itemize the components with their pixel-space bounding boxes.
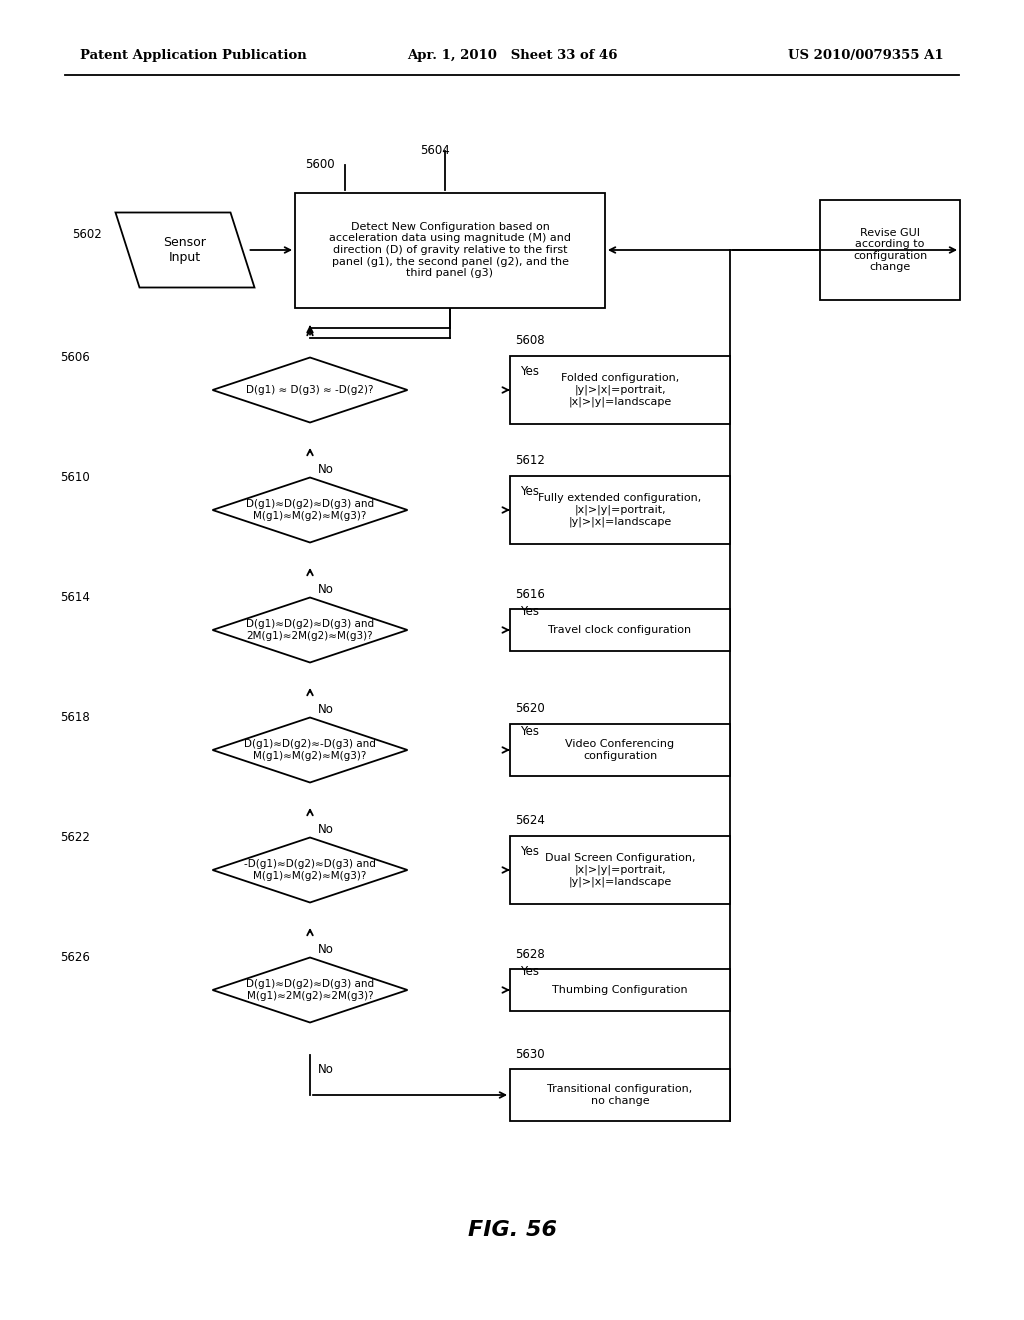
Text: 5600: 5600	[305, 158, 335, 172]
Text: US 2010/0079355 A1: US 2010/0079355 A1	[788, 49, 944, 62]
Text: Yes: Yes	[520, 484, 539, 498]
Polygon shape	[213, 837, 408, 903]
Polygon shape	[213, 718, 408, 783]
Bar	[510, 969, 730, 1011]
Text: Yes: Yes	[520, 366, 539, 378]
Text: Video Conferencing
configuration: Video Conferencing configuration	[565, 739, 675, 760]
Text: Sensor
Input: Sensor Input	[164, 236, 207, 264]
Text: 5606: 5606	[60, 351, 90, 364]
Text: Revise GUI
according to
configuration
change: Revise GUI according to configuration ch…	[853, 227, 927, 272]
Text: No: No	[318, 704, 334, 715]
Text: Thumbing Configuration: Thumbing Configuration	[552, 985, 688, 995]
Text: Fully extended configuration,
|x|>|y|=portrait,
|y|>|x|=landscape: Fully extended configuration, |x|>|y|=po…	[539, 492, 701, 527]
Text: Yes: Yes	[520, 965, 539, 978]
Text: D(g1)≈D(g2)≈D(g3) and
2M(g1)≈2M(g2)≈M(g3)?: D(g1)≈D(g2)≈D(g3) and 2M(g1)≈2M(g2)≈M(g3…	[246, 619, 374, 640]
Text: No: No	[318, 583, 334, 597]
Bar	[510, 356, 730, 424]
Text: Transitional configuration,
no change: Transitional configuration, no change	[548, 1084, 692, 1106]
Bar	[510, 1069, 730, 1121]
Text: 5622: 5622	[60, 832, 90, 843]
Text: D(g1)≈D(g2)≈-D(g3) and
M(g1)≈M(g2)≈M(g3)?: D(g1)≈D(g2)≈-D(g3) and M(g1)≈M(g2)≈M(g3)…	[244, 739, 376, 760]
Text: 5608: 5608	[515, 334, 545, 347]
Text: 5620: 5620	[515, 702, 545, 715]
Text: 5614: 5614	[60, 591, 90, 605]
Bar	[820, 201, 961, 300]
Text: D(g1)≈D(g2)≈D(g3) and
M(g1)≈2M(g2)≈2M(g3)?: D(g1)≈D(g2)≈D(g3) and M(g1)≈2M(g2)≈2M(g3…	[246, 979, 374, 1001]
Polygon shape	[213, 358, 408, 422]
Text: No: No	[318, 942, 334, 956]
Text: Folded configuration,
|y|>|x|=portrait,
|x|>|y|=landscape: Folded configuration, |y|>|x|=portrait, …	[561, 372, 679, 407]
Text: D(g1)≈D(g2)≈D(g3) and
M(g1)≈M(g2)≈M(g3)?: D(g1)≈D(g2)≈D(g3) and M(g1)≈M(g2)≈M(g3)?	[246, 499, 374, 521]
Text: D(g1) ≈ D(g3) ≈ -D(g2)?: D(g1) ≈ D(g3) ≈ -D(g2)?	[246, 385, 374, 395]
Text: Yes: Yes	[520, 605, 539, 618]
Text: 5612: 5612	[515, 454, 545, 467]
Text: No: No	[318, 1063, 334, 1076]
Text: Patent Application Publication: Patent Application Publication	[80, 49, 307, 62]
Text: 5618: 5618	[60, 711, 90, 723]
Text: 5624: 5624	[515, 814, 545, 828]
Bar	[510, 723, 730, 776]
Text: Detect New Configuration based on
acceleration data using magnitude (M) and
dire: Detect New Configuration based on accele…	[329, 222, 571, 279]
Text: 5610: 5610	[60, 471, 90, 484]
Bar	[295, 193, 605, 308]
Polygon shape	[213, 478, 408, 543]
Text: 5626: 5626	[60, 950, 90, 964]
Text: Travel clock configuration: Travel clock configuration	[549, 624, 691, 635]
Text: 5604: 5604	[420, 144, 450, 157]
Text: No: No	[318, 822, 334, 836]
Text: 5628: 5628	[515, 948, 545, 961]
Text: 5602: 5602	[73, 228, 102, 242]
Text: 5630: 5630	[515, 1048, 545, 1060]
Bar	[510, 609, 730, 651]
Polygon shape	[213, 598, 408, 663]
Bar	[510, 836, 730, 904]
Polygon shape	[213, 957, 408, 1023]
Text: Yes: Yes	[520, 725, 539, 738]
Text: No: No	[318, 463, 334, 477]
Text: 5616: 5616	[515, 587, 545, 601]
Text: -D(g1)≈D(g2)≈D(g3) and
M(g1)≈M(g2)≈M(g3)?: -D(g1)≈D(g2)≈D(g3) and M(g1)≈M(g2)≈M(g3)…	[244, 859, 376, 880]
Polygon shape	[116, 213, 255, 288]
Text: Apr. 1, 2010   Sheet 33 of 46: Apr. 1, 2010 Sheet 33 of 46	[407, 49, 617, 62]
Bar	[510, 477, 730, 544]
Text: Dual Screen Configuration,
|x|>|y|=portrait,
|y|>|x|=landscape: Dual Screen Configuration, |x|>|y|=portr…	[545, 853, 695, 887]
Text: FIG. 56: FIG. 56	[468, 1220, 556, 1239]
Text: Yes: Yes	[520, 845, 539, 858]
